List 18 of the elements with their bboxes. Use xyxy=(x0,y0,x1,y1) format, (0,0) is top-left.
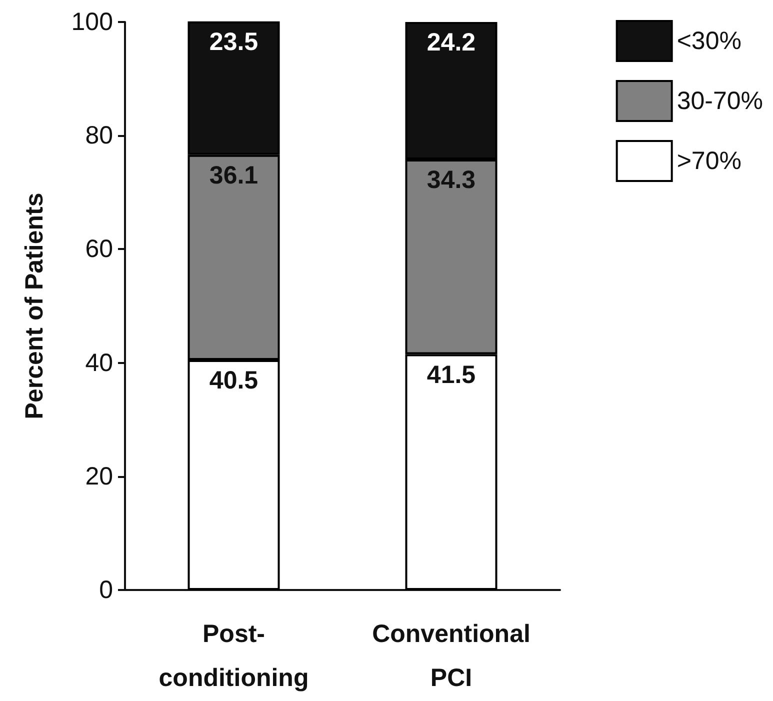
data-label: 23.5 xyxy=(209,28,258,56)
y-tick-label: 100 xyxy=(71,8,113,36)
y-tick-label: 20 xyxy=(85,462,113,490)
data-label: 36.1 xyxy=(209,161,258,190)
x-tick-label: Conventional PCI xyxy=(372,620,530,692)
data-label: 34.3 xyxy=(426,166,476,194)
y-axis-title: Percent of Patients xyxy=(20,192,48,420)
data-label: 41.5 xyxy=(426,360,476,389)
legend-label: >70% xyxy=(676,147,742,175)
legend-label: <30% xyxy=(676,27,742,55)
y-tick-label: 80 xyxy=(85,122,113,150)
legend-label: 30-70% xyxy=(676,87,764,115)
data-label: 40.5 xyxy=(209,366,258,394)
y-tick-label: 0 xyxy=(99,576,113,604)
data-label: 24.2 xyxy=(426,28,476,56)
y-tick-label: 40 xyxy=(85,348,113,377)
x-tick-label: Post- conditioning xyxy=(158,620,309,692)
y-tick-label: 60 xyxy=(85,235,113,264)
